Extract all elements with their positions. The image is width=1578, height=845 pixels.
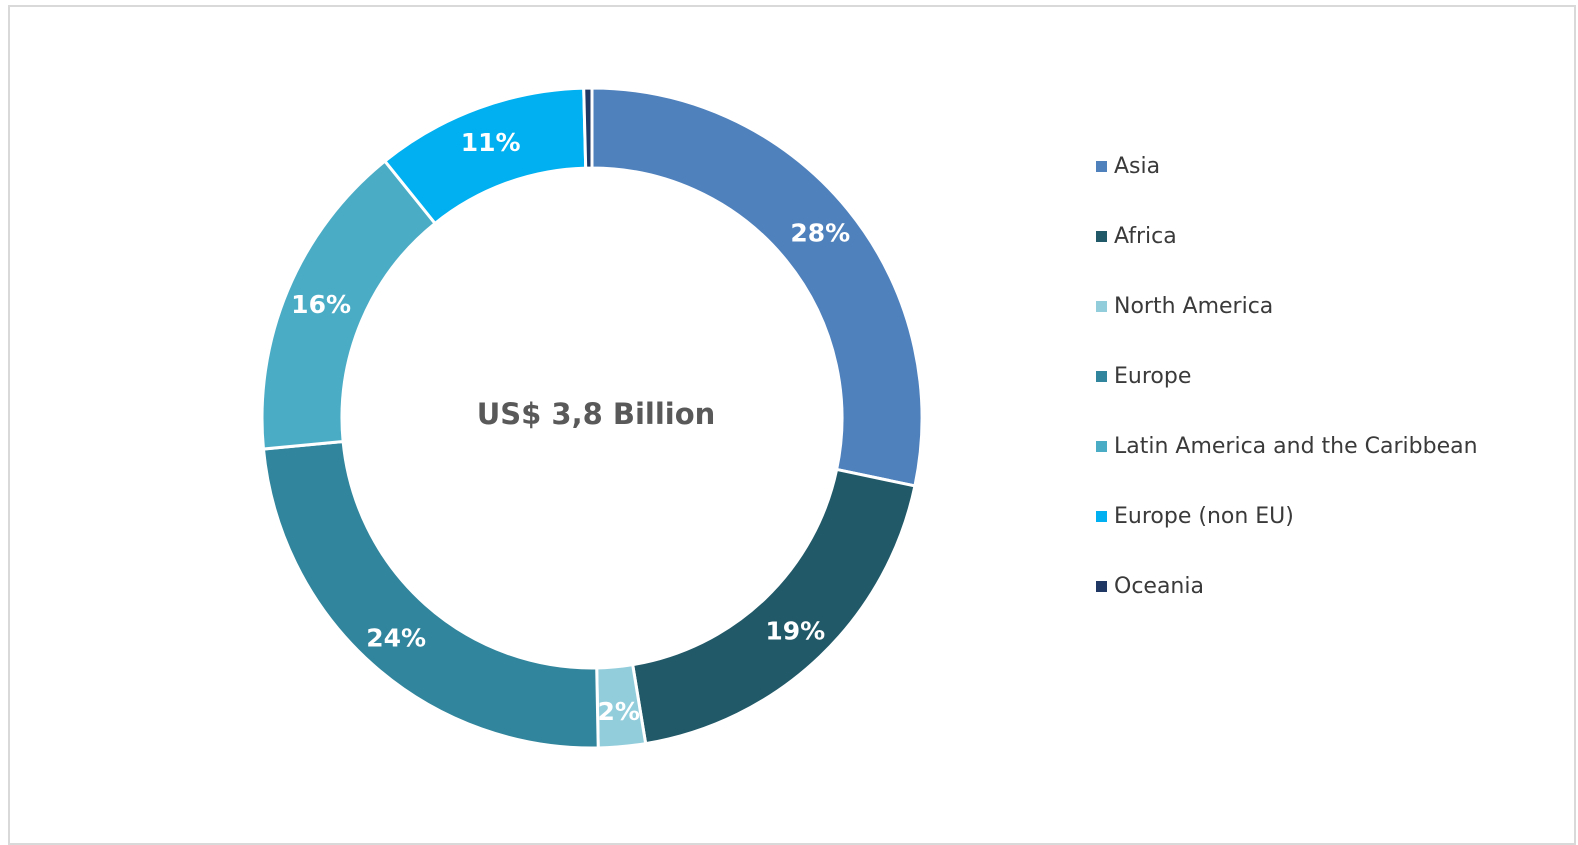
slice-label-north-america: 2% [597, 697, 639, 726]
legend-label: Latin America and the Caribbean [1114, 433, 1478, 459]
donut-slices [260, 86, 924, 750]
legend-label: North America [1114, 293, 1274, 319]
legend-label: Europe [1114, 363, 1192, 389]
legend-label: Oceania [1114, 573, 1204, 599]
legend-swatch [1096, 230, 1107, 242]
legend-swatch [1096, 510, 1107, 522]
legend-swatch [1096, 160, 1107, 172]
legend-label: Asia [1114, 153, 1161, 179]
legend-item-asia: Asia [1096, 146, 1478, 186]
slice-label-asia: 28% [790, 219, 850, 248]
donut-slice-labels: 28% 19% 2% 24% 16% 11% [291, 128, 850, 726]
legend-item-europe-non-eu: Europe (non EU) [1096, 496, 1478, 536]
legend-swatch [1096, 370, 1107, 382]
donut-slice-asia [590, 86, 924, 488]
donut-slice-europe [261, 439, 600, 750]
donut-slice-oceania [582, 86, 594, 170]
legend-item-africa: Africa [1096, 216, 1478, 256]
legend-swatch [1096, 580, 1107, 592]
legend-item-north-america: North America [1096, 286, 1478, 326]
slice-label-europe: 24% [366, 623, 426, 652]
slice-label-latin-america-and-the-caribbean: 16% [291, 290, 351, 319]
slice-label-europe-non-eu: 11% [461, 128, 521, 157]
legend-label: Europe (non EU) [1114, 503, 1294, 529]
chart-legend: Asia Africa North America Europe Latin Ameri… [1096, 146, 1478, 636]
donut-slice-africa [630, 467, 917, 746]
legend-label: Africa [1114, 223, 1177, 249]
legend-swatch [1096, 440, 1107, 452]
legend-item-europe: Europe [1096, 356, 1478, 396]
legend-item-latin-america-and-the-caribbean: Latin America and the Caribbean [1096, 426, 1478, 466]
slice-label-africa: 19% [765, 616, 825, 645]
donut-center-label: US$ 3,8 Billion [477, 397, 716, 431]
legend-swatch [1096, 300, 1107, 312]
legend-item-oceania: Oceania [1096, 566, 1478, 606]
